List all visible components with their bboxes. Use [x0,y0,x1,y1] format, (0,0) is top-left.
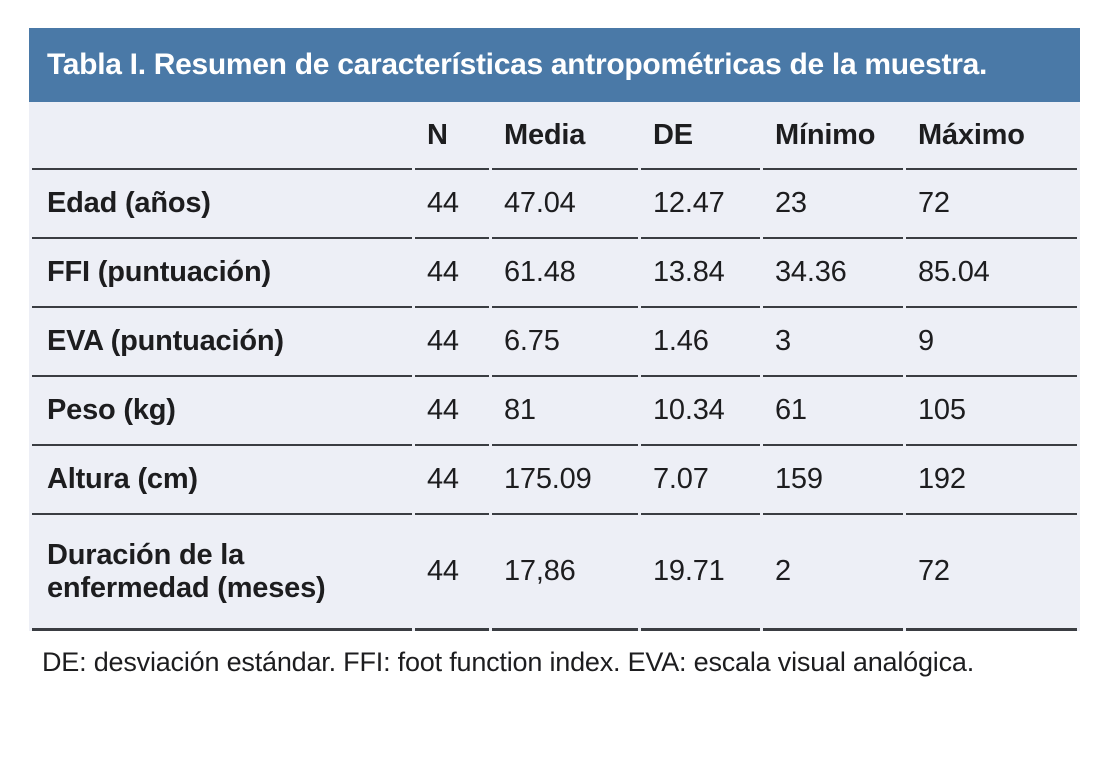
header-empty [32,102,412,170]
header-n: N [415,102,489,170]
cell-maximo: 192 [906,446,1077,515]
header-de: DE [641,102,760,170]
cell-n: 44 [415,239,489,308]
cell-maximo: 9 [906,308,1077,377]
cell-de: 19.71 [641,515,760,631]
cell-n: 44 [415,308,489,377]
cell-maximo: 85.04 [906,239,1077,308]
header-minimo: Mínimo [763,102,903,170]
cell-media: 81 [492,377,638,446]
cell-minimo: 61 [763,377,903,446]
cell-media: 175.09 [492,446,638,515]
cell-media: 17,86 [492,515,638,631]
cell-media: 61.48 [492,239,638,308]
row-label: FFI (puntuación) [32,239,412,308]
header-media: Media [492,102,638,170]
cell-minimo: 34.36 [763,239,903,308]
table-row: Peso (kg) 44 81 10.34 61 105 [32,377,1077,446]
cell-n: 44 [415,170,489,239]
cell-maximo: 72 [906,515,1077,631]
row-label: Duración de la enfermedad (meses) [32,515,412,631]
row-label: Altura (cm) [32,446,412,515]
cell-de: 12.47 [641,170,760,239]
table-row: Duración de la enfermedad (meses) 44 17,… [32,515,1077,631]
row-label: Edad (años) [32,170,412,239]
cell-de: 10.34 [641,377,760,446]
cell-media: 6.75 [492,308,638,377]
cell-n: 44 [415,515,489,631]
cell-de: 13.84 [641,239,760,308]
row-label: Peso (kg) [32,377,412,446]
table-footnote: DE: desviación estándar. FFI: foot funct… [42,647,975,677]
cell-n: 44 [415,446,489,515]
cell-minimo: 159 [763,446,903,515]
anthropometrics-table: N Media DE Mínimo Máximo Edad (años) 44 … [29,102,1080,631]
header-row: N Media DE Mínimo Máximo [32,102,1077,170]
cell-de: 7.07 [641,446,760,515]
table-row: Edad (años) 44 47.04 12.47 23 72 [32,170,1077,239]
cell-maximo: 72 [906,170,1077,239]
cell-media: 47.04 [492,170,638,239]
cell-n: 44 [415,377,489,446]
table-title: Tabla I. Resumen de características antr… [29,28,1080,102]
cell-de: 1.46 [641,308,760,377]
table-row: EVA (puntuación) 44 6.75 1.46 3 9 [32,308,1077,377]
table-figure: Tabla I. Resumen de características antr… [29,28,1080,678]
cell-maximo: 105 [906,377,1077,446]
table-row: FFI (puntuación) 44 61.48 13.84 34.36 85… [32,239,1077,308]
cell-minimo: 23 [763,170,903,239]
cell-minimo: 2 [763,515,903,631]
table-row: Altura (cm) 44 175.09 7.07 159 192 [32,446,1077,515]
cell-minimo: 3 [763,308,903,377]
row-label: EVA (puntuación) [32,308,412,377]
header-maximo: Máximo [906,102,1077,170]
